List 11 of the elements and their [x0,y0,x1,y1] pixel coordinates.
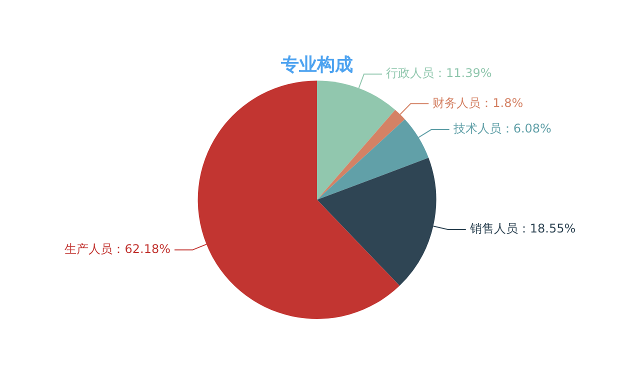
data-label: ：18.55% [518,222,576,236]
slice-label: 技术人员 [452,122,502,136]
data-label: ：6.08% [501,122,552,136]
slice-label: 销售人员 [468,222,518,236]
slice-label: 财务人员 [432,96,481,110]
data-label: ：11.39% [434,66,492,80]
slice-label: 行政人员 [386,66,434,80]
slice-label: 生产人员 [64,242,113,256]
chart-title: 专业构成 [280,54,353,76]
data-label: ：1.8% [480,96,524,110]
data-label: ：62.18% [112,242,171,256]
